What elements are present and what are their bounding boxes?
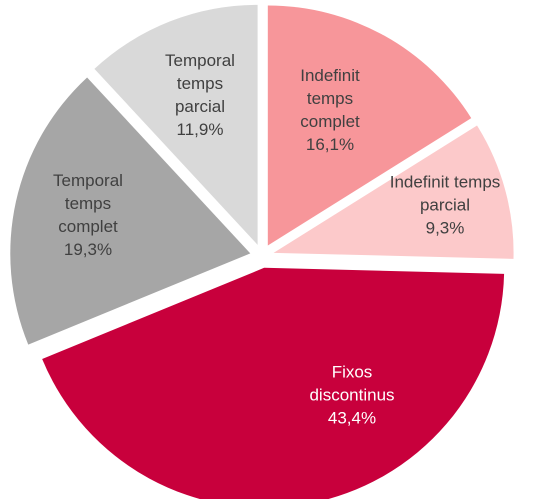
slice-label: Indefinit temps parcial 9,3% bbox=[380, 171, 510, 240]
category-label: Fixos discontinus bbox=[309, 362, 395, 405]
pie-slice bbox=[273, 125, 514, 259]
value-label: 11,9% bbox=[176, 120, 224, 139]
slice-label: Temporal temps parcial 11,9% bbox=[150, 49, 250, 141]
value-label: 16,1% bbox=[305, 135, 355, 154]
slice-label: Fixos discontinus 43,4% bbox=[292, 361, 412, 430]
category-label: Indefinit temps complet bbox=[300, 66, 360, 131]
value-label: 9,3% bbox=[425, 218, 465, 238]
pie-slice bbox=[267, 5, 472, 246]
value-label: 43,4% bbox=[327, 408, 377, 428]
slice-label: Temporal temps complet 19,3% bbox=[38, 169, 138, 261]
pie-slice bbox=[94, 4, 258, 245]
value-label: 19,3% bbox=[63, 240, 113, 259]
slice-label: Indefinit temps complet 16,1% bbox=[285, 64, 375, 156]
category-label: Temporal temps parcial bbox=[165, 51, 235, 116]
pie-slice bbox=[10, 77, 251, 345]
category-label: Temporal temps complet bbox=[53, 171, 123, 236]
category-label: Indefinit temps parcial bbox=[389, 172, 501, 215]
pie-slice bbox=[42, 267, 505, 499]
